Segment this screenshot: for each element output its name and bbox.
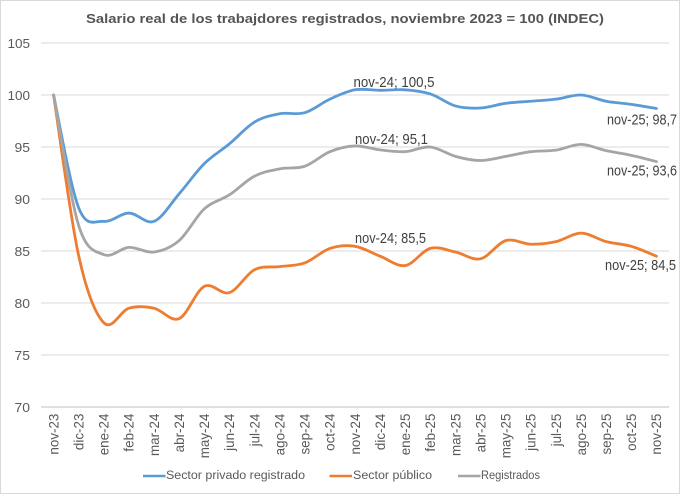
svg-text:ene-24: ene-24 <box>97 413 112 455</box>
svg-text:jul-24: jul-24 <box>247 413 262 447</box>
svg-text:oct-25: oct-25 <box>624 414 639 451</box>
svg-text:jun-24: jun-24 <box>222 413 237 452</box>
svg-text:ene-25: ene-25 <box>398 414 413 456</box>
svg-text:nov-25; 93,6: nov-25; 93,6 <box>607 163 677 180</box>
svg-text:100: 100 <box>8 88 30 103</box>
svg-text:Salario real de los trabajdore: Salario real de los trabajdores registra… <box>86 11 604 26</box>
svg-text:nov-25: nov-25 <box>649 414 664 455</box>
svg-text:ago-24: ago-24 <box>272 413 287 455</box>
svg-text:jun-25: jun-25 <box>524 414 539 452</box>
svg-text:may-25: may-25 <box>499 414 514 459</box>
svg-text:nov-24: nov-24 <box>348 413 363 454</box>
svg-text:nov-24; 95,1: nov-24; 95,1 <box>355 131 428 148</box>
svg-text:abr-24: abr-24 <box>172 413 187 452</box>
svg-text:nov-25; 98,7: nov-25; 98,7 <box>607 111 677 128</box>
svg-text:nov-23: nov-23 <box>46 414 61 455</box>
svg-text:abr-25: abr-25 <box>473 414 488 453</box>
svg-text:85: 85 <box>15 244 31 259</box>
svg-text:90: 90 <box>15 192 31 207</box>
svg-text:80: 80 <box>15 296 31 311</box>
svg-text:feb-25: feb-25 <box>423 414 438 452</box>
svg-text:nov-25; 84,5: nov-25; 84,5 <box>605 257 676 274</box>
svg-text:95: 95 <box>15 140 31 155</box>
svg-text:nov-24; 85,5: nov-24; 85,5 <box>355 230 426 247</box>
svg-text:may-24: may-24 <box>197 413 212 458</box>
svg-text:sep-24: sep-24 <box>298 413 313 454</box>
svg-text:105: 105 <box>8 36 30 51</box>
svg-text:mar-25: mar-25 <box>448 414 463 456</box>
svg-text:Sector privado registrado: Sector privado registrado <box>166 468 305 482</box>
svg-text:70: 70 <box>15 400 31 415</box>
svg-text:dic-23: dic-23 <box>72 414 87 450</box>
svg-text:75: 75 <box>15 348 31 363</box>
svg-text:Sector público: Sector público <box>353 468 432 482</box>
svg-text:oct-24: oct-24 <box>323 413 338 451</box>
svg-text:jul-25: jul-25 <box>549 414 564 448</box>
svg-text:feb-24: feb-24 <box>122 413 137 452</box>
svg-text:mar-24: mar-24 <box>147 413 162 456</box>
svg-text:dic-24: dic-24 <box>373 413 388 450</box>
svg-text:sep-25: sep-25 <box>599 414 614 455</box>
svg-text:Registrados: Registrados <box>481 468 540 482</box>
svg-text:ago-25: ago-25 <box>574 414 589 456</box>
svg-text:nov-24; 100,5: nov-24; 100,5 <box>354 74 435 91</box>
